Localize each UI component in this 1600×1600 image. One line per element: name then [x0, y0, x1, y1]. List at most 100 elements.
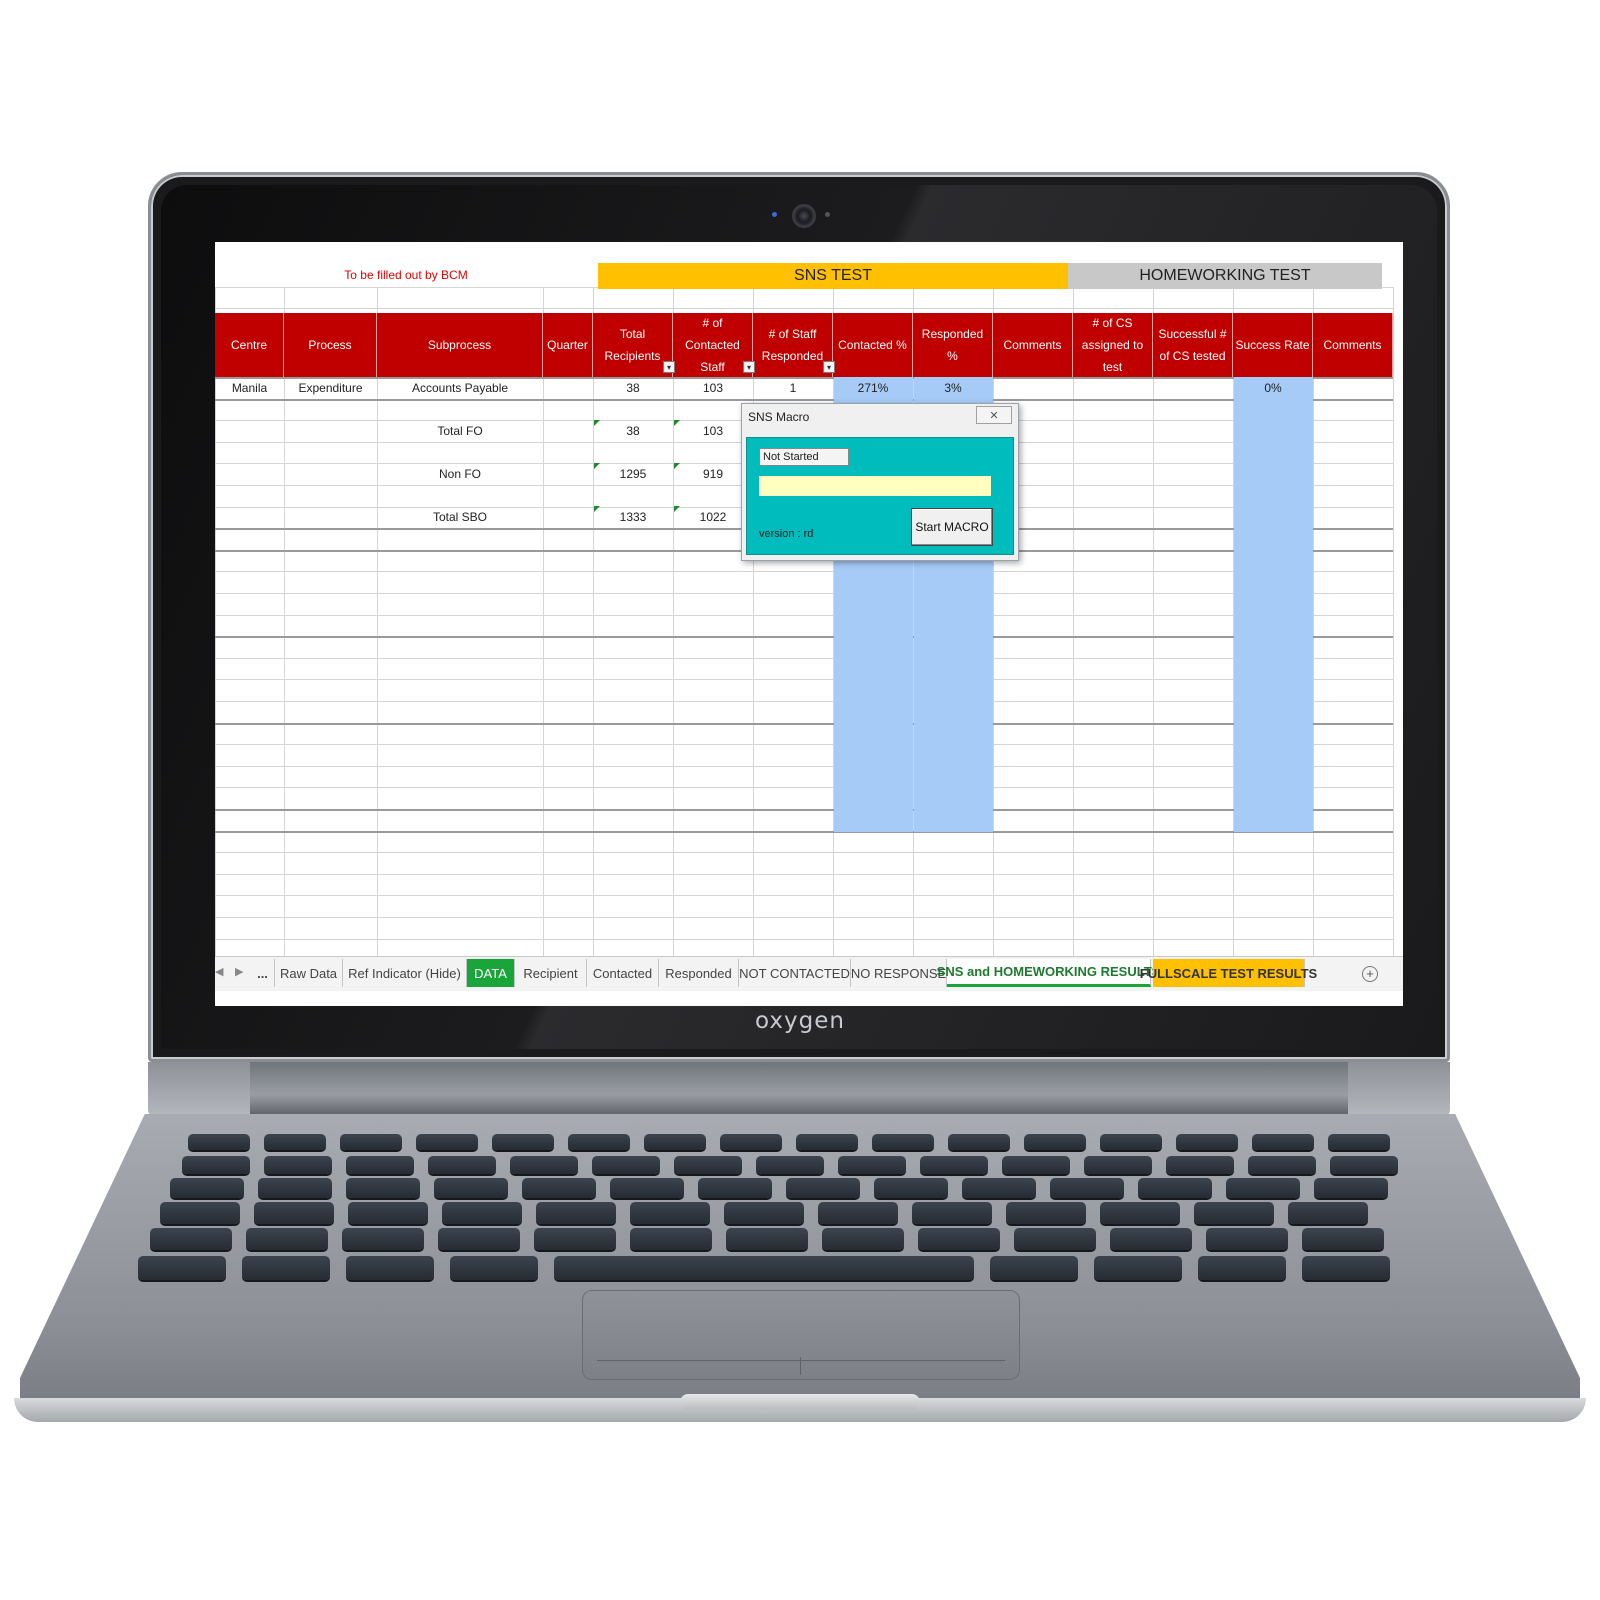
keyboard-key: [246, 1228, 328, 1250]
cell-non-fo-label[interactable]: Non FO: [438, 467, 481, 481]
header-cs-tested[interactable]: Successful # of CS tested: [1153, 313, 1233, 377]
tab-not-contacted[interactable]: NOT CONTACTED: [739, 959, 851, 987]
tab-fullscale-test-results[interactable]: FULLSCALE TEST RESULTS: [1140, 959, 1317, 987]
cell-contacted-staff[interactable]: 103: [702, 381, 724, 395]
keyboard-key: [1024, 1134, 1086, 1150]
header-total-recipients[interactable]: Total Recipients: [593, 313, 673, 377]
row-gridline: [215, 723, 1393, 725]
tab-recipient[interactable]: Recipient: [515, 959, 587, 987]
cell-non-fo-recipients[interactable]: 1295: [619, 467, 647, 481]
keyboard-key: [346, 1156, 414, 1174]
keyboard-key: [1198, 1256, 1286, 1280]
header-quarter[interactable]: Quarter: [543, 313, 593, 377]
highlight-column: [1234, 377, 1313, 832]
header-comments-hw[interactable]: Comments: [1313, 313, 1393, 377]
header-staff-responded[interactable]: # of Staff Responded: [753, 313, 833, 377]
keyboard-key: [510, 1156, 578, 1174]
row-gridline: [215, 679, 1393, 680]
cell-total-fo-recipients[interactable]: 38: [626, 424, 640, 438]
error-indicator: [674, 506, 680, 512]
cell-total-fo-label[interactable]: Total FO: [437, 424, 483, 438]
lid-notch: [680, 1394, 920, 1410]
cell-centre[interactable]: Manila: [231, 381, 268, 395]
header-success-rate[interactable]: Success Rate: [1233, 313, 1313, 377]
laptop-hinge: [250, 1062, 1350, 1116]
cell-total-sbo-recipients[interactable]: 1333: [619, 510, 647, 524]
keyboard-key: [1330, 1156, 1398, 1174]
keyboard-key: [450, 1256, 538, 1280]
column-gridline: [1313, 287, 1314, 956]
cell-total-recipients[interactable]: 38: [626, 381, 640, 395]
cell-process[interactable]: Expenditure: [298, 381, 363, 395]
keyboard-key: [990, 1256, 1078, 1280]
cell-non-fo-contacted[interactable]: 919: [702, 467, 724, 481]
tab-responded[interactable]: Responded: [659, 959, 739, 987]
tab-scroll-right-icon[interactable]: ▶: [235, 966, 244, 978]
keyboard-key: [428, 1156, 496, 1174]
row-gridline: [215, 766, 1393, 767]
hinge-right: [1348, 1062, 1450, 1116]
close-icon[interactable]: ✕: [976, 406, 1012, 424]
keyboard-key: [1226, 1178, 1300, 1198]
error-indicator: [594, 506, 600, 512]
tab-more[interactable]: ...: [251, 959, 275, 987]
filter-active-icon[interactable]: ▾: [663, 361, 675, 373]
tab-ref-indicator[interactable]: Ref Indicator (Hide): [343, 959, 467, 987]
keyboard-key: [1248, 1156, 1316, 1174]
tab-no-response[interactable]: NO RESPONSE: [851, 959, 947, 987]
dialog-title: SNS Macro: [748, 410, 810, 424]
header-contacted-pct[interactable]: Contacted %: [833, 313, 913, 377]
header-centre[interactable]: Centre: [215, 313, 284, 377]
cell-responded-pct[interactable]: 3%: [944, 381, 962, 395]
tab-data[interactable]: DATA: [467, 959, 515, 987]
start-macro-button[interactable]: Start MACRO: [911, 508, 993, 546]
sns-test-banner: SNS TEST: [598, 263, 1068, 289]
filter-dropdown-icon[interactable]: ▾: [743, 361, 755, 373]
header-process[interactable]: Process: [284, 313, 377, 377]
row-gridline: [215, 831, 1393, 833]
keyboard-key: [1084, 1156, 1152, 1174]
cell-total-fo-contacted[interactable]: 103: [702, 424, 724, 438]
keyboard-key: [630, 1202, 710, 1224]
header-cs-assigned[interactable]: # of CS assigned to test: [1073, 313, 1153, 377]
column-gridline: [284, 287, 285, 956]
hinge-left: [148, 1062, 252, 1116]
keyboard-key: [644, 1134, 706, 1150]
keyboard-key: [438, 1228, 520, 1250]
keyboard-key: [522, 1178, 596, 1198]
cell-total-sbo-contacted[interactable]: 1022: [699, 510, 727, 524]
keyboard-key: [796, 1134, 858, 1150]
touchpad: [582, 1290, 1020, 1380]
row-gridline: [215, 701, 1393, 702]
keyboard-key: [592, 1156, 660, 1174]
keyboard-key: [630, 1228, 712, 1250]
header-subprocess[interactable]: Subprocess: [377, 313, 543, 377]
cell-contacted-pct[interactable]: 271%: [857, 381, 889, 395]
cell-success-rate[interactable]: 0%: [1264, 381, 1282, 395]
tab-sns-homeworking-results[interactable]: SNS and HOMEWORKING RESULTS: [937, 959, 1160, 987]
row-gridline: [215, 852, 1393, 853]
laptop-screen: To be filled out by BCM SNS TEST HOMEWOR…: [215, 242, 1403, 1006]
tab-scroll-left-icon[interactable]: ◀: [215, 966, 224, 978]
keyboard-key: [348, 1202, 428, 1224]
tab-contacted[interactable]: Contacted: [587, 959, 659, 987]
cell-subprocess[interactable]: Accounts Payable: [411, 381, 509, 395]
column-gridline: [1153, 287, 1154, 956]
header-contacted-staff[interactable]: # of Contacted Staff: [673, 313, 753, 377]
keyboard-key: [872, 1134, 934, 1150]
keyboard-key: [1252, 1134, 1314, 1150]
row-gridline: [215, 593, 1393, 594]
keyboard-key: [1014, 1228, 1096, 1250]
keyboard-key: [150, 1228, 232, 1250]
header-responded-pct[interactable]: Responded %: [913, 313, 993, 377]
cell-total-sbo-label[interactable]: Total SBO: [432, 510, 488, 524]
header-comments-sns[interactable]: Comments: [993, 313, 1073, 377]
column-gridline: [993, 287, 994, 956]
macro-status-field: Not Started: [759, 448, 849, 466]
cell-staff-responded[interactable]: 1: [789, 381, 797, 395]
add-sheet-icon[interactable]: +: [1362, 966, 1378, 982]
tab-raw-data[interactable]: Raw Data: [275, 959, 343, 987]
keyboard-key: [1166, 1156, 1234, 1174]
filter-dropdown-icon[interactable]: ▾: [823, 361, 835, 373]
macro-progress-bar: [759, 476, 991, 496]
